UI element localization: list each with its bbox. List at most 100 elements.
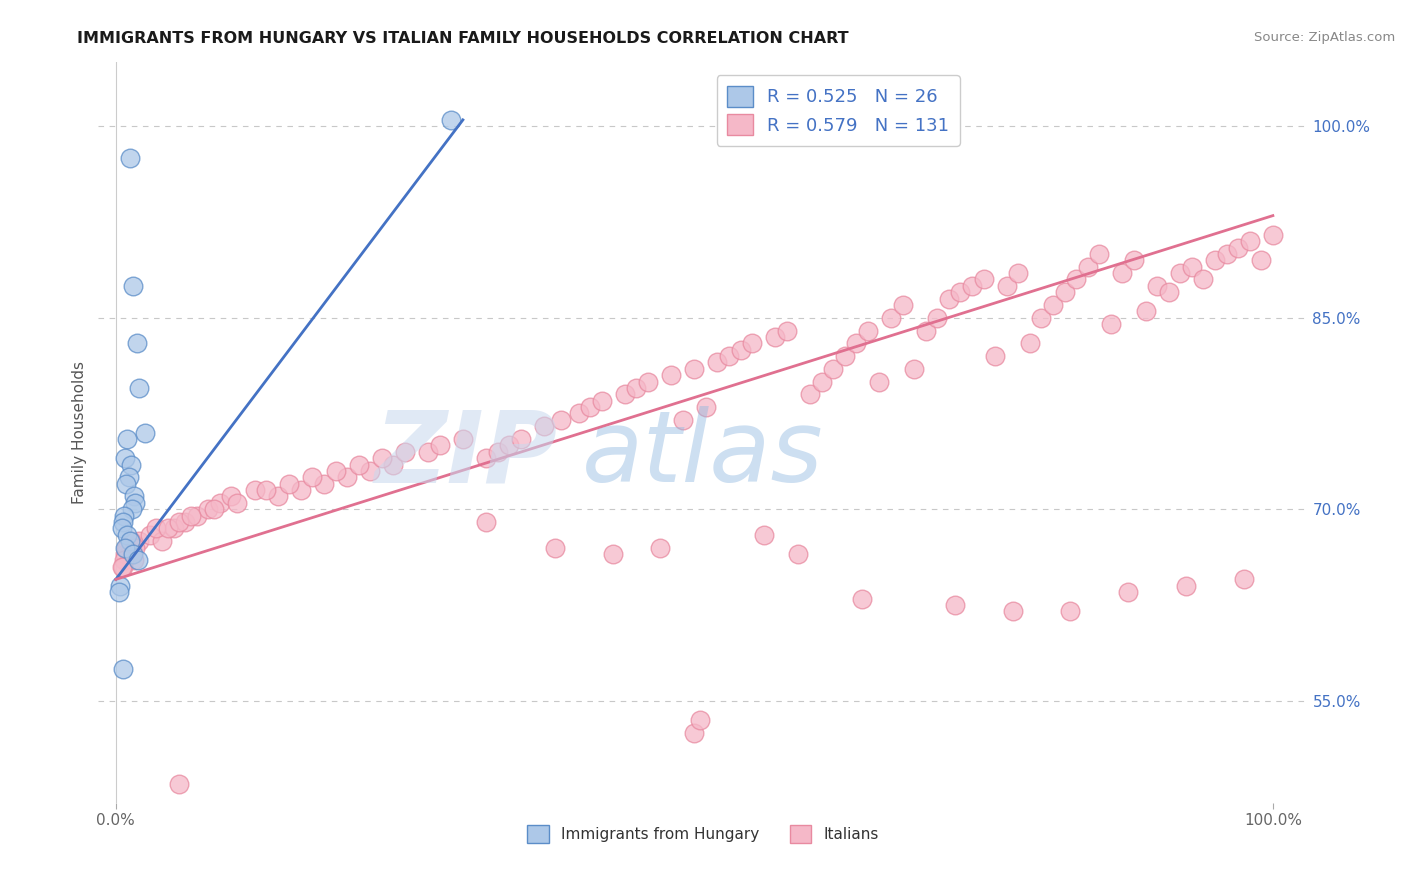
Point: [1192, 272, 1215, 286]
Point: [1111, 266, 1133, 280]
Point: [689, 713, 711, 727]
Point: [121, 547, 143, 561]
Point: [869, 375, 891, 389]
Point: [475, 515, 498, 529]
Point: [613, 387, 636, 401]
Point: [1099, 317, 1122, 331]
Point: [325, 464, 347, 478]
Point: [880, 310, 903, 325]
Point: [626, 381, 648, 395]
Point: [1204, 253, 1226, 268]
Point: [856, 324, 879, 338]
Point: [118, 151, 141, 165]
Point: [121, 502, 143, 516]
Point: [108, 585, 131, 599]
Point: [301, 470, 323, 484]
Point: [1233, 573, 1256, 587]
Point: [984, 349, 1007, 363]
Point: [763, 330, 786, 344]
Point: [122, 547, 145, 561]
Point: [208, 496, 231, 510]
Point: [891, 298, 914, 312]
Point: [114, 451, 136, 466]
Point: [799, 387, 821, 401]
Point: [115, 476, 138, 491]
Point: [1042, 298, 1064, 312]
Point: [810, 375, 832, 389]
Point: [995, 278, 1018, 293]
Point: [683, 725, 706, 739]
Point: [602, 547, 624, 561]
Point: [1175, 579, 1198, 593]
Point: [162, 521, 184, 535]
Point: [659, 368, 682, 383]
Point: [1239, 234, 1261, 248]
Point: [226, 496, 249, 510]
Point: [509, 432, 531, 446]
Point: [579, 400, 602, 414]
Point: [202, 502, 225, 516]
Point: [110, 559, 132, 574]
Point: [122, 541, 145, 555]
Point: [706, 355, 728, 369]
Point: [127, 553, 149, 567]
Point: [498, 438, 520, 452]
Point: [120, 534, 142, 549]
Text: IMMIGRANTS FROM HUNGARY VS ITALIAN FAMILY HOUSEHOLDS CORRELATION CHART: IMMIGRANTS FROM HUNGARY VS ITALIAN FAMIL…: [77, 31, 849, 46]
Point: [1227, 240, 1250, 254]
Point: [221, 490, 243, 504]
Point: [122, 278, 145, 293]
Point: [156, 521, 179, 535]
Point: [845, 336, 868, 351]
Point: [197, 502, 219, 516]
Point: [695, 400, 717, 414]
Point: [1168, 266, 1191, 280]
Point: [903, 361, 925, 376]
Point: [111, 559, 134, 574]
Point: [150, 534, 173, 549]
Point: [128, 534, 150, 549]
Point: [544, 541, 567, 555]
Point: [927, 310, 949, 325]
Point: [186, 508, 208, 523]
Point: [683, 361, 706, 376]
Point: [169, 515, 191, 529]
Point: [533, 419, 555, 434]
Point: [960, 278, 983, 293]
Point: [117, 547, 139, 561]
Text: Source: ZipAtlas.com: Source: ZipAtlas.com: [1254, 31, 1395, 45]
Point: [114, 547, 136, 561]
Point: [174, 515, 197, 529]
Point: [949, 285, 972, 300]
Point: [973, 272, 995, 286]
Point: [486, 444, 509, 458]
Point: [1250, 253, 1272, 268]
Point: [787, 547, 810, 561]
Point: [938, 292, 960, 306]
Point: [752, 527, 775, 541]
Point: [114, 541, 136, 555]
Point: [290, 483, 312, 497]
Point: [180, 508, 202, 523]
Point: [117, 432, 139, 446]
Point: [120, 458, 142, 472]
Point: [1077, 260, 1099, 274]
Point: [394, 444, 416, 458]
Point: [117, 470, 139, 484]
Point: [110, 579, 132, 593]
Point: [1135, 304, 1157, 318]
Point: [1157, 285, 1180, 300]
Point: [336, 470, 359, 484]
Point: [134, 425, 156, 440]
Point: [124, 496, 146, 510]
Point: [124, 541, 146, 555]
Point: [475, 451, 498, 466]
Point: [1261, 227, 1284, 242]
Point: [1146, 278, 1168, 293]
Point: [115, 541, 138, 555]
Point: [112, 508, 135, 523]
Point: [117, 527, 139, 541]
Point: [418, 444, 440, 458]
Legend: Immigrants from Hungary, Italians: Immigrants from Hungary, Italians: [520, 818, 886, 851]
Point: [851, 591, 873, 606]
